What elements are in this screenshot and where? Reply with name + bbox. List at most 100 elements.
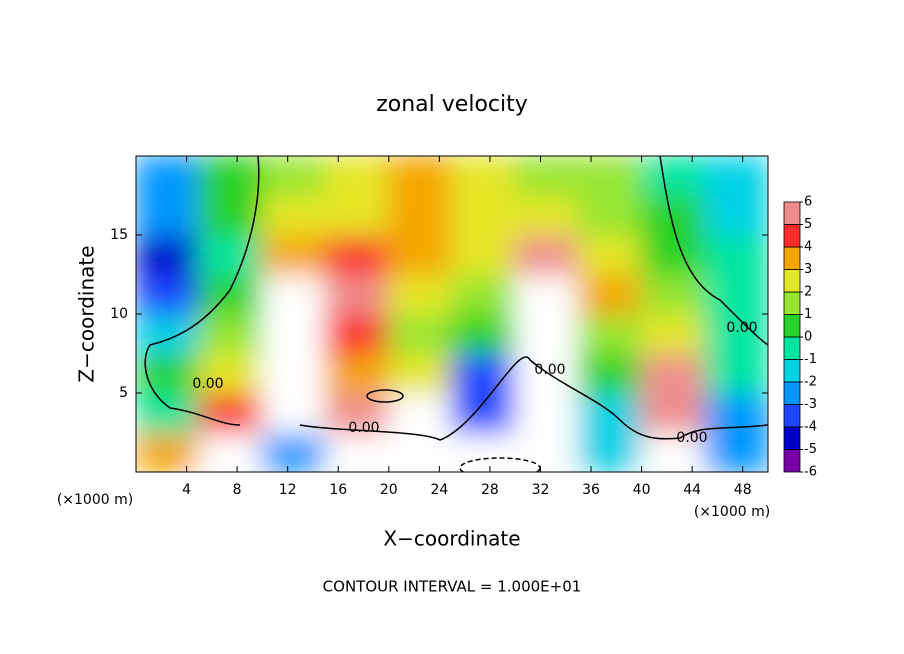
cell: [577, 313, 643, 355]
x-tick-label: 20: [380, 482, 398, 498]
colorbar-label: 3: [804, 262, 812, 277]
cell: [387, 234, 453, 276]
contour-line: [366, 389, 404, 403]
x-tick-label: 8: [233, 482, 242, 498]
cell: [261, 194, 327, 236]
cell: [387, 313, 453, 355]
cell: [324, 313, 390, 355]
x-tick-label: 24: [430, 482, 448, 498]
x-tick-label: 16: [329, 482, 347, 498]
cell: [451, 431, 517, 472]
y-axis-label: Z−coordinate: [75, 245, 99, 382]
contour-label: 0.00: [534, 362, 565, 378]
colorbar-label: -3: [804, 397, 817, 412]
cell: [324, 352, 390, 394]
cell: [387, 156, 453, 197]
colorbar-swatch: [783, 291, 801, 315]
cell: [324, 431, 390, 472]
cell: [451, 352, 517, 394]
colorbar-swatch: [783, 269, 801, 293]
colorbar-swatch: [783, 224, 801, 248]
cell: [451, 234, 517, 276]
cell: [640, 194, 706, 236]
contour-label: 0.00: [192, 376, 223, 392]
cell: [261, 156, 327, 197]
x-tick-label: 28: [481, 482, 499, 498]
cell: [577, 156, 643, 197]
colorbar-label: 6: [804, 195, 812, 210]
cell: [451, 313, 517, 355]
cell: [640, 352, 706, 394]
colorbar-swatch: [783, 426, 801, 450]
cell: [514, 392, 580, 434]
cell: [198, 156, 264, 197]
colorbar-label: 0: [804, 330, 812, 345]
cell: [136, 313, 201, 355]
x-tick-label: 32: [532, 482, 550, 498]
x-tick-label: 40: [633, 482, 651, 498]
cell: [577, 431, 643, 472]
contours: [144, 156, 768, 472]
colorbar-label: 4: [804, 240, 812, 255]
cell: [387, 194, 453, 236]
cell: [577, 392, 643, 434]
y-tick-label: 15: [110, 227, 128, 243]
cell: [640, 156, 706, 197]
contour-label: 0.00: [726, 320, 757, 336]
cell: [514, 194, 580, 236]
cell: [703, 313, 768, 355]
cell: [640, 392, 706, 434]
contour-label: 0.00: [348, 420, 379, 436]
colorbar-label: 1: [804, 307, 812, 322]
colorbar-label: -2: [804, 375, 817, 390]
cell: [387, 352, 453, 394]
cell: [324, 392, 390, 434]
axis-unit: (×1000 m): [57, 492, 133, 508]
cell: [387, 392, 453, 434]
cell: [136, 273, 201, 315]
cell: [703, 352, 768, 394]
cell: [261, 313, 327, 355]
chart-title: zonal velocity: [376, 92, 528, 117]
cell: [640, 313, 706, 355]
cell: [198, 194, 264, 236]
x-axis-label: X−coordinate: [383, 527, 520, 551]
cell: [198, 392, 264, 434]
cell: [261, 273, 327, 315]
cell: [261, 352, 327, 394]
x-tick-label: 48: [734, 482, 752, 498]
cell: [640, 234, 706, 276]
cell: [324, 156, 390, 197]
cell: [514, 234, 580, 276]
colorbar-swatch: [783, 201, 801, 225]
cell: [514, 352, 580, 394]
cell: [324, 234, 390, 276]
cell: [514, 273, 580, 315]
x-tick-label: 12: [279, 482, 297, 498]
cell: [324, 273, 390, 315]
contour-line: [659, 156, 768, 346]
x-tick-label: 36: [582, 482, 600, 498]
cell: [577, 273, 643, 315]
cell: [703, 273, 768, 315]
cell: [451, 273, 517, 315]
cell: [198, 234, 264, 276]
cell: [136, 234, 201, 276]
colorbar-label: 5: [804, 217, 812, 232]
x-tick-label: 4: [182, 482, 191, 498]
cell: [136, 431, 201, 472]
cell: [577, 352, 643, 394]
cell: [324, 194, 390, 236]
axis-unit: (×1000 m): [694, 504, 770, 520]
colorbar-swatch: [783, 336, 801, 360]
colorbar-label: -5: [804, 442, 817, 457]
cell: [703, 234, 768, 276]
y-tick-label: 5: [119, 385, 128, 401]
cell: [640, 273, 706, 315]
colorbar-swatch: [783, 246, 801, 270]
cell: [451, 194, 517, 236]
cell: [703, 194, 768, 236]
cell: [514, 431, 580, 472]
x-tick-label: 44: [683, 482, 701, 498]
